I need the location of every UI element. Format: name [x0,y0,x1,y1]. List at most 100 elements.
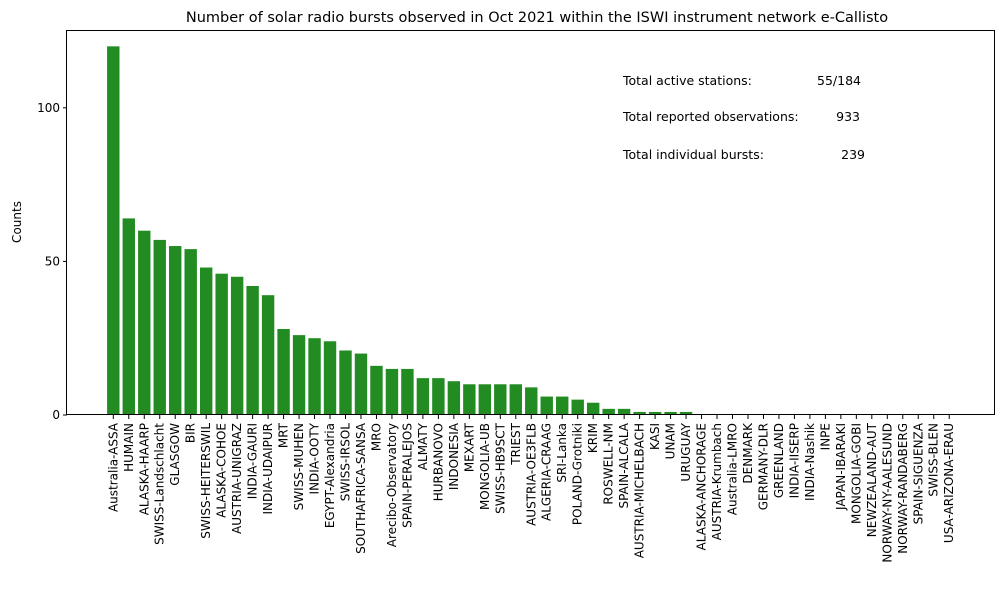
y-tick-label: 0 [52,408,60,422]
y-tick-label: 50 [45,254,60,268]
annotation-value-observations: 933 [836,109,860,124]
x-tick-label: NORWAY-NY-AALESUND [880,423,894,563]
x-tick-label: INDIA-GAURI [246,423,260,499]
x-tick-label: ALGERIA-CRAAG [540,423,554,521]
x-tick-label: SRI-Lanka [555,423,569,483]
x-tick-label: MRO [369,423,383,451]
bar [432,378,445,415]
bar [679,411,693,415]
x-tick-label: AUSTRIA-UNIGRAZ [230,423,244,534]
x-tick-label: Australia-ASSA [106,422,120,512]
bar [230,276,244,415]
bar [107,46,120,416]
bar [323,341,337,415]
bar [525,387,538,415]
annotation-value-bursts: 239 [841,147,865,162]
bar [602,408,615,415]
x-tick-label: HUMAIN [122,423,136,472]
bar [571,399,584,415]
x-tick-label: SPAIN-PERALEJOS [400,423,414,528]
y-axis-label: Counts [10,201,24,243]
x-tick-label: GLASGOW [168,423,182,486]
x-tick-label: ALASKA-ANCHORAGE [695,423,709,550]
x-tick-label: SWISS-MUHEN [292,423,306,510]
x-tick-label: DENMARK [741,422,755,484]
x-tick-label: AUSTRIA-MICHELBACH [633,423,647,558]
x-tick-label: ALMATY [416,422,430,470]
x-tick-label: SWISS-BLEN [927,423,941,497]
x-tick-label: MRT [277,422,291,448]
y-tick-label: 100 [37,101,60,115]
x-tick-label: ROSWELL-NM [602,423,616,505]
x-tick-label: ALASKA-COHOE [215,423,229,518]
bar [556,396,569,415]
x-tick-label: AUSTRIA-OE3FLB [524,423,538,526]
x-tick-label: SPAIN-ALCALA [617,422,631,508]
x-tick-label: MONGOLIA-GOBI [849,423,863,524]
x-tick-label: INDIA-OOTY [308,422,322,494]
x-tick-label: SPAIN-SIGUENZA [911,422,925,524]
annotation-value-stations: 55/184 [817,73,861,88]
x-tick-label: URUGUAY [679,422,693,481]
bar [292,335,306,415]
x-tick-label: AUSTRIA-Krumbach [710,423,724,540]
plot-frame [66,30,995,415]
x-tick-label: USA-ARIZONA-ERAU [942,423,956,543]
bar [401,368,414,415]
x-ticks-group: Australia-ASSA HUMAIN ALASKA-HAARP SWISS-La… [106,415,956,563]
bar [617,408,631,415]
bar [138,230,151,415]
x-tick-label: INDIA-Nashik [803,423,817,501]
bar [199,267,213,415]
bar [416,378,430,415]
x-tick-label: SWISS-Landschlacht [153,423,167,545]
x-tick-label: UNAM [664,423,678,459]
chart-title: Number of solar radio bursts observed in… [186,10,888,26]
x-tick-label: EGYPT-Alexandria [323,423,337,528]
x-tick-label: KASI [648,423,662,450]
bar [308,338,321,415]
x-tick-label: SOUTHAFRICA-SANSA [354,422,368,554]
bar [246,285,259,415]
x-tick-label: INDIA-IISERP [787,423,801,498]
bar [169,246,182,415]
x-tick-label: Australia-LMRO [726,423,740,515]
bar [215,273,228,415]
bar [509,384,522,415]
y-ticks-group: 0 50 100 [37,101,67,422]
x-tick-label: ALASKA-HAARP [137,423,151,515]
x-tick-label: SWISS-HEITERSWIL [199,423,213,539]
x-tick-label: HURBANOVO [431,423,445,501]
x-tick-label: TRIEST [509,422,523,465]
bar [385,368,399,415]
x-tick-label: INDONESIA [447,422,461,490]
bars-group [107,46,693,416]
x-tick-label: INPE [818,423,832,450]
x-tick-label: BIR [184,423,198,443]
x-tick-label: MEXART [462,422,476,472]
bar [153,239,166,415]
x-tick-label: SWISS-HB9SCT [493,422,507,513]
bar [494,384,507,415]
annotation-block: Total active stations: 55/184 Total repo… [622,73,865,162]
x-tick-label: INDIA-UDAIPUR [261,423,275,515]
bar [463,384,476,415]
bar [540,396,553,415]
bar [277,328,290,415]
bar [370,365,383,415]
x-tick-label: KRIM [586,423,600,453]
x-tick-label: Arecibo-Observatory [385,423,399,547]
x-tick-label: GERMANY-DLR [756,423,770,510]
bar [447,381,461,415]
bar [184,249,197,415]
x-tick-label: GREENLAND [772,423,786,498]
bar [122,218,135,415]
x-tick-label: JAPAN-IBARAKI [834,423,848,511]
x-tick-label: NEWZEALAND-AUT [865,422,879,537]
annotation-label-observations: Total reported observations: [622,109,799,124]
annotation-label-stations: Total active stations: [622,73,752,88]
bar [648,411,662,415]
bar [664,411,677,415]
bar [478,384,492,415]
